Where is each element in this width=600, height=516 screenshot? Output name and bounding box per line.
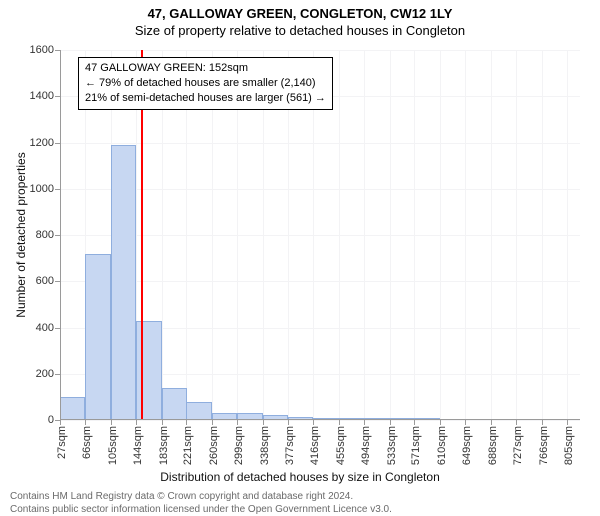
x-tick-label: 27sqm [56,426,68,459]
x-tick-label: 610sqm [436,426,448,465]
y-tick-mark [55,96,60,97]
x-tick-mark [186,420,187,425]
footer-attribution: Contains HM Land Registry data © Crown c… [10,490,392,516]
histogram-bar [85,254,110,421]
gridline-vertical [390,50,391,420]
x-tick-label: 571sqm [410,426,422,465]
x-tick-mark [491,420,492,425]
histogram-bar [60,397,85,420]
gridline-horizontal [60,420,580,421]
x-tick-mark [414,420,415,425]
x-tick-label: 221sqm [182,426,194,465]
gridline-horizontal [60,281,580,282]
x-tick-label: 766sqm [538,426,550,465]
gridline-vertical [542,50,543,420]
x-tick-mark [60,420,61,425]
x-tick-mark [111,420,112,425]
x-tick-mark [237,420,238,425]
gridline-vertical [465,50,466,420]
y-axis-line [60,50,61,420]
x-tick-label: 338sqm [259,426,271,465]
gridline-vertical [567,50,568,420]
gridline-vertical [364,50,365,420]
x-tick-mark [313,420,314,425]
x-tick-label: 727sqm [512,426,524,465]
y-tick-mark [55,235,60,236]
x-tick-label: 688sqm [487,426,499,465]
x-tick-label: 494sqm [360,426,372,465]
x-tick-mark [85,420,86,425]
x-tick-mark [162,420,163,425]
x-tick-mark [339,420,340,425]
histogram-bar [162,388,187,420]
x-tick-mark [567,420,568,425]
gridline-horizontal [60,143,580,144]
x-tick-mark [364,420,365,425]
x-tick-mark [390,420,391,425]
x-tick-label: 183sqm [158,426,170,465]
x-tick-label: 105sqm [107,426,119,465]
histogram-bar [136,321,161,420]
x-axis-line [60,419,580,420]
histogram-bar [111,145,136,420]
x-tick-mark [465,420,466,425]
y-axis-title: Number of detached properties [14,152,28,317]
x-tick-label: 377sqm [284,426,296,465]
chart-container: 47, GALLOWAY GREEN, CONGLETON, CW12 1LY … [0,0,600,500]
x-tick-label: 66sqm [81,426,93,459]
annotation-line: 21% of semi-detached houses are larger (… [85,91,326,106]
histogram-bar [186,402,211,421]
y-tick-mark [55,328,60,329]
y-tick-mark [55,50,60,51]
x-tick-label: 455sqm [335,426,347,465]
x-tick-label: 533sqm [386,426,398,465]
x-tick-label: 299sqm [233,426,245,465]
x-tick-mark [136,420,137,425]
title-sub: Size of property relative to detached ho… [0,21,600,38]
x-axis-title: Distribution of detached houses by size … [0,470,600,484]
y-tick-mark [55,281,60,282]
x-tick-label: 805sqm [563,426,575,465]
plot-area: 47 GALLOWAY GREEN: 152sqm ← 79% of detac… [60,50,580,420]
annotation-line: ← 79% of detached houses are smaller (2,… [85,76,326,91]
x-tick-label: 416sqm [309,426,321,465]
gridline-vertical [339,50,340,420]
gridline-vertical [414,50,415,420]
gridline-vertical [491,50,492,420]
footer-line: Contains HM Land Registry data © Crown c… [10,490,392,503]
gridline-horizontal [60,50,580,51]
gridline-vertical [440,50,441,420]
x-tick-mark [263,420,264,425]
y-tick-mark [55,189,60,190]
title-main: 47, GALLOWAY GREEN, CONGLETON, CW12 1LY [0,0,600,21]
y-tick-mark [55,143,60,144]
x-tick-mark [516,420,517,425]
gridline-horizontal [60,189,580,190]
gridline-horizontal [60,235,580,236]
y-tick-mark [55,374,60,375]
annotation-line: 47 GALLOWAY GREEN: 152sqm [85,61,326,76]
gridline-vertical [516,50,517,420]
x-tick-mark [440,420,441,425]
footer-line: Contains public sector information licen… [10,503,392,516]
x-tick-label: 260sqm [208,426,220,465]
x-tick-mark [288,420,289,425]
annotation-box: 47 GALLOWAY GREEN: 152sqm ← 79% of detac… [78,57,333,110]
x-tick-label: 649sqm [461,426,473,465]
x-tick-mark [542,420,543,425]
x-tick-label: 144sqm [132,426,144,465]
x-tick-mark [212,420,213,425]
